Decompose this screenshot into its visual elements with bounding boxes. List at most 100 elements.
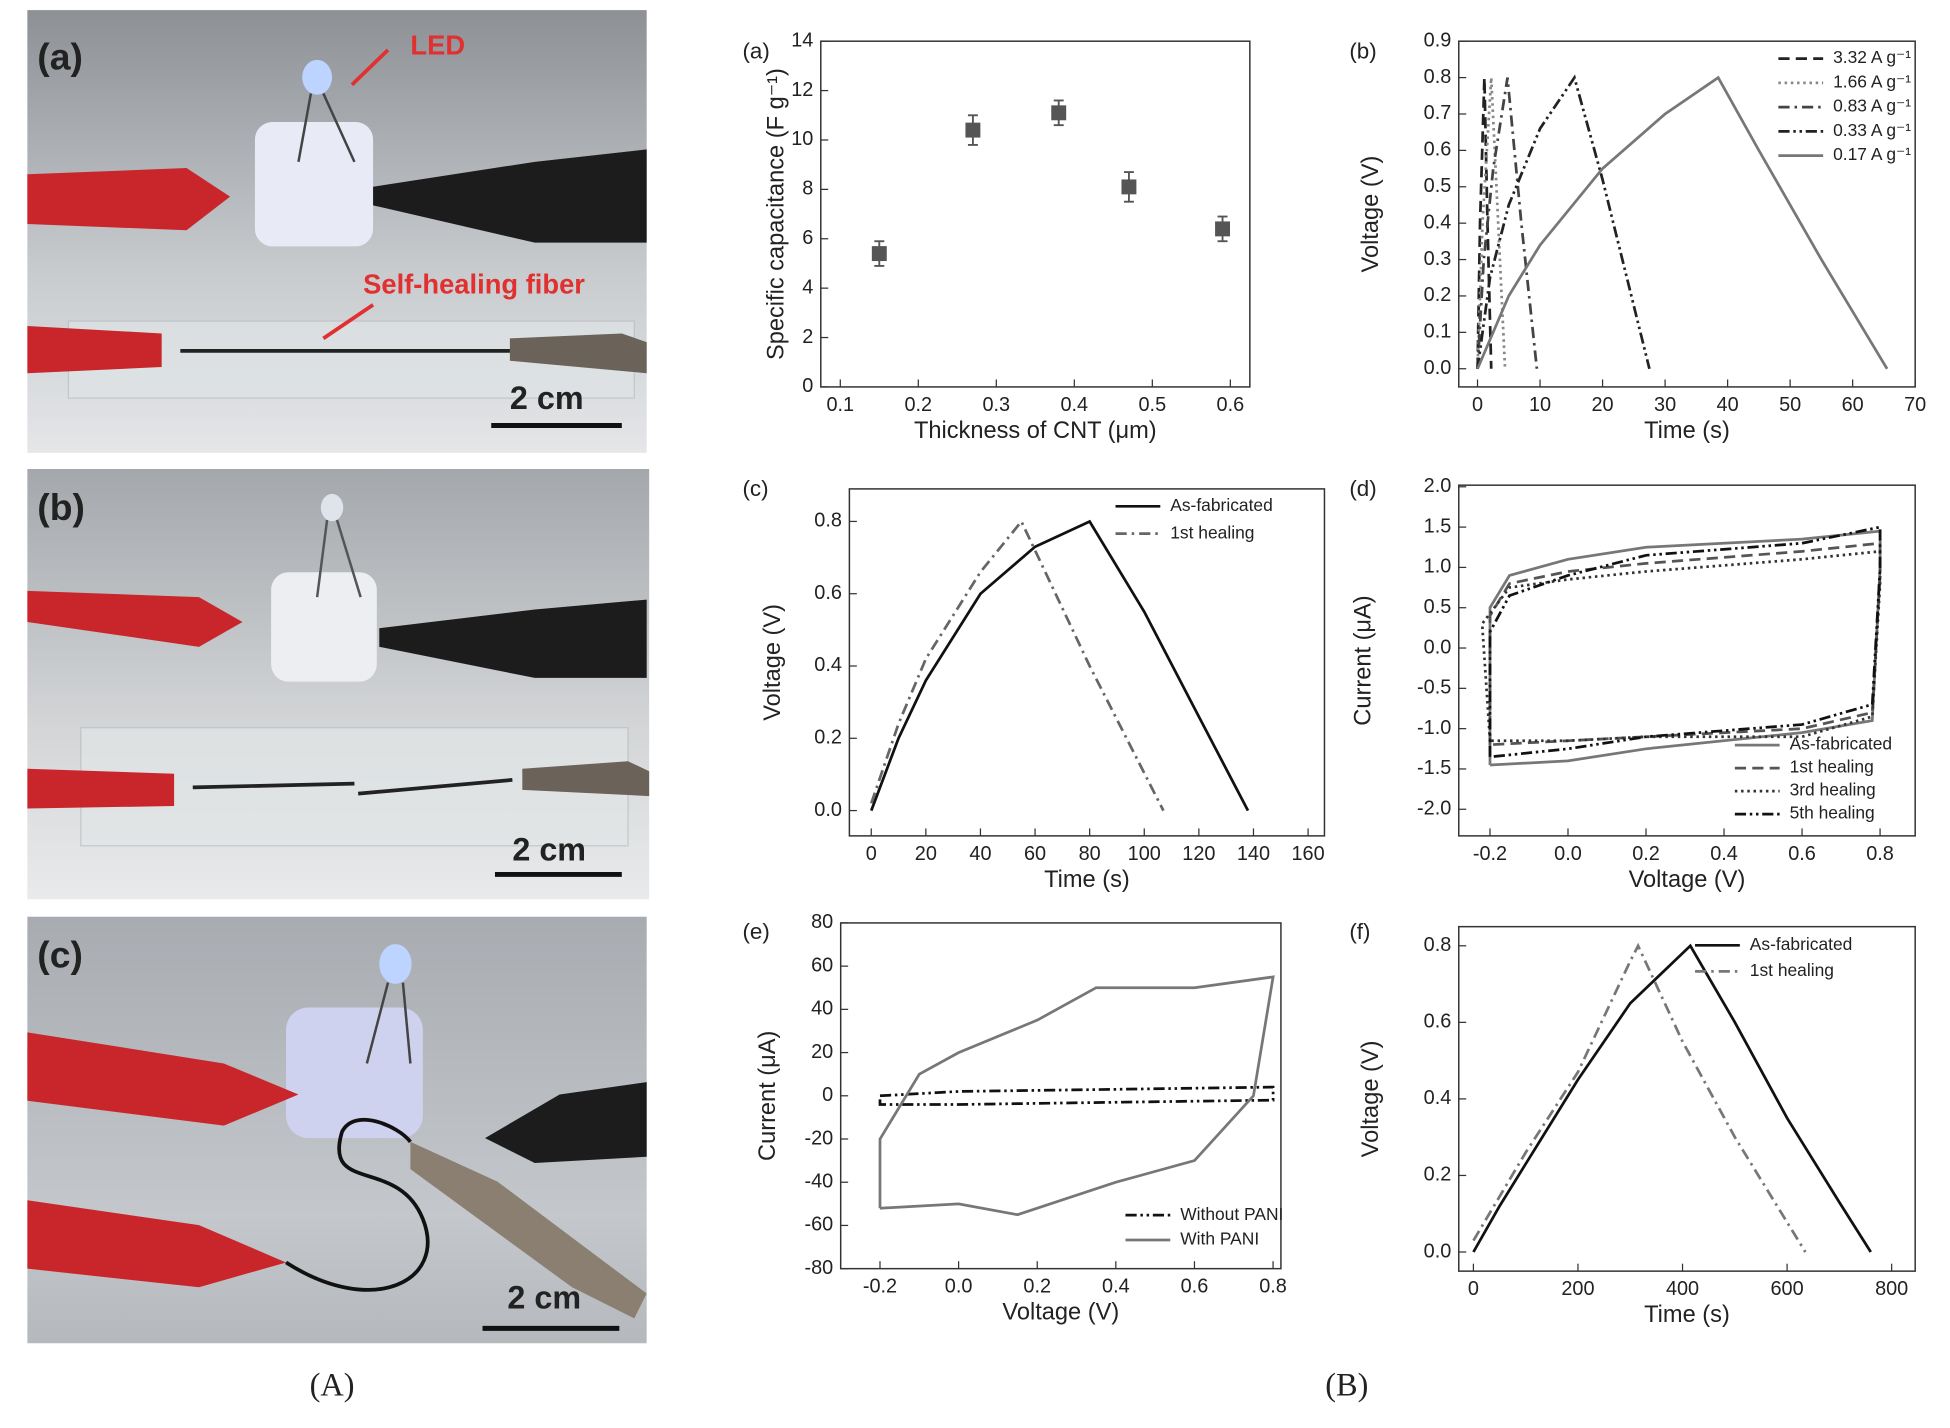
foam [271, 572, 377, 682]
led-legs [315, 519, 362, 598]
y-tick-label: 0.4 [1424, 1087, 1452, 1109]
x-tick-label: 0.6 [1788, 843, 1816, 865]
x-tick-label: 100 [1128, 843, 1161, 865]
photo-label: (c) [37, 934, 83, 976]
legend-label: 1st healing [1750, 960, 1834, 980]
series-line [1476, 74, 1651, 370]
plot-frame [1458, 925, 1916, 1272]
y-tick-label: 20 [811, 1041, 833, 1063]
led [320, 493, 344, 522]
y-tick-label: -0.5 [1417, 677, 1451, 699]
x-tick-label: 400 [1666, 1278, 1699, 1300]
y-tick-label: 0.9 [1424, 29, 1452, 51]
legend-label: As-fabricated [1750, 934, 1853, 954]
y-tick-label: 0.6 [1424, 139, 1452, 161]
chart-panel: -0.2 0.0 0.2 0.4 0.6 0.8 -80 -60 -40 -20 0 20 40 60 80… [742, 911, 1286, 1325]
led-label: LED [410, 30, 465, 61]
x-tick-label: 600 [1771, 1278, 1804, 1300]
y-tick-label: 10 [791, 128, 813, 150]
y-tick-label: 0.4 [1424, 211, 1452, 233]
y-tick-label: 0.0 [1424, 1240, 1452, 1262]
foam [254, 122, 374, 247]
y-axis-label: Voltage (V) [760, 604, 786, 721]
y-axis-label: Voltage (V) [1358, 156, 1384, 273]
x-tick-label: -0.2 [1473, 843, 1507, 865]
y-axis-label: Current (μA) [1350, 595, 1376, 725]
y-tick-label: -20 [804, 1127, 833, 1149]
fiber [357, 778, 513, 796]
y-tick-label: 0.4 [814, 654, 842, 676]
data-point [965, 122, 981, 138]
series-line [870, 519, 1250, 812]
x-axis-label: Voltage (V) [1629, 867, 1746, 893]
x-tick-label: 70 [1904, 394, 1926, 416]
photo-a: (a) LED Self-healing fiber 2 cm [27, 10, 647, 453]
y-tick-label: 40 [811, 998, 833, 1020]
x-tick-label: 80 [1079, 843, 1101, 865]
scale-label: 2 cm [507, 1279, 581, 1315]
y-tick-label: 0.0 [1424, 636, 1452, 658]
series-line [869, 518, 1165, 812]
y-tick-label: 1.5 [1424, 515, 1452, 537]
y-tick-label: 0.2 [1424, 284, 1452, 306]
y-axis-label: Specific capacitance (F g⁻¹) [763, 68, 789, 360]
x-axis-label: Voltage (V) [1002, 1300, 1119, 1326]
clip-black [373, 149, 647, 243]
y-tick-label: 0.8 [814, 510, 842, 532]
x-tick-label: 0.5 [1139, 394, 1167, 416]
plot-frame [1458, 40, 1916, 388]
y-tick-label: 0 [822, 1084, 833, 1106]
series-line [1488, 541, 1882, 747]
led-legs [365, 982, 412, 1064]
x-tick-label: 40 [969, 843, 991, 865]
x-tick-label: 0 [1472, 394, 1483, 416]
clip-black [485, 1082, 647, 1163]
y-tick-label: 1.0 [1424, 556, 1452, 578]
legend-label: As-fabricated [1790, 734, 1893, 754]
panel-label: (c) [742, 476, 768, 501]
arrow [350, 48, 390, 87]
legend-label: 5th healing [1790, 803, 1875, 823]
x-tick-label: 20 [1592, 394, 1614, 416]
clip-red [27, 1032, 299, 1126]
clip-red [27, 168, 231, 231]
clip-metal [522, 761, 650, 797]
fiber [285, 1118, 430, 1292]
y-axis-label: Voltage (V) [1358, 1040, 1384, 1157]
clip-red [27, 590, 243, 647]
y-tick-label: 80 [811, 911, 833, 933]
legend-label: 1st healing [1790, 757, 1874, 777]
series-line [1480, 549, 1882, 743]
chart-panel: 0 10 20 30 40 50 60 70 0.0 0.1 0.2 0.3 0.4 0.5 0.6 0.7 0… [1349, 29, 1926, 443]
series-line [878, 1085, 1275, 1106]
x-tick-label: 140 [1237, 843, 1270, 865]
y-tick-label: 0.2 [1424, 1164, 1452, 1186]
panel-label: (a) [742, 38, 769, 63]
x-tick-label: 50 [1779, 394, 1801, 416]
y-tick-label: 12 [791, 79, 813, 101]
x-tick-label: 0.4 [1710, 843, 1738, 865]
legend-label: 1st healing [1170, 522, 1254, 542]
y-tick-label: 0 [802, 375, 813, 397]
y-tick-label: 0.0 [814, 799, 842, 821]
fiber-label: Self-healing fiber [363, 268, 585, 299]
series-line [878, 975, 1275, 1217]
x-tick-label: 40 [1717, 394, 1739, 416]
legend-label: 1.66 A g⁻¹ [1833, 71, 1911, 91]
photo-label: (b) [37, 486, 85, 528]
led [302, 59, 333, 95]
scale-label: 2 cm [510, 380, 584, 416]
y-tick-label: -1.5 [1417, 757, 1451, 779]
arrow [322, 303, 375, 340]
x-tick-label: 0.8 [1866, 843, 1894, 865]
y-tick-label: 8 [802, 178, 813, 200]
series-line [1472, 943, 1872, 1253]
group-label: (B) [1325, 1366, 1368, 1402]
y-tick-label: 0.8 [1424, 934, 1452, 956]
led-legs [297, 92, 356, 163]
clip-metal [410, 1141, 647, 1319]
data-point [1215, 221, 1230, 237]
legend-label: 3.32 A g⁻¹ [1833, 47, 1911, 67]
series-line [1488, 525, 1882, 759]
